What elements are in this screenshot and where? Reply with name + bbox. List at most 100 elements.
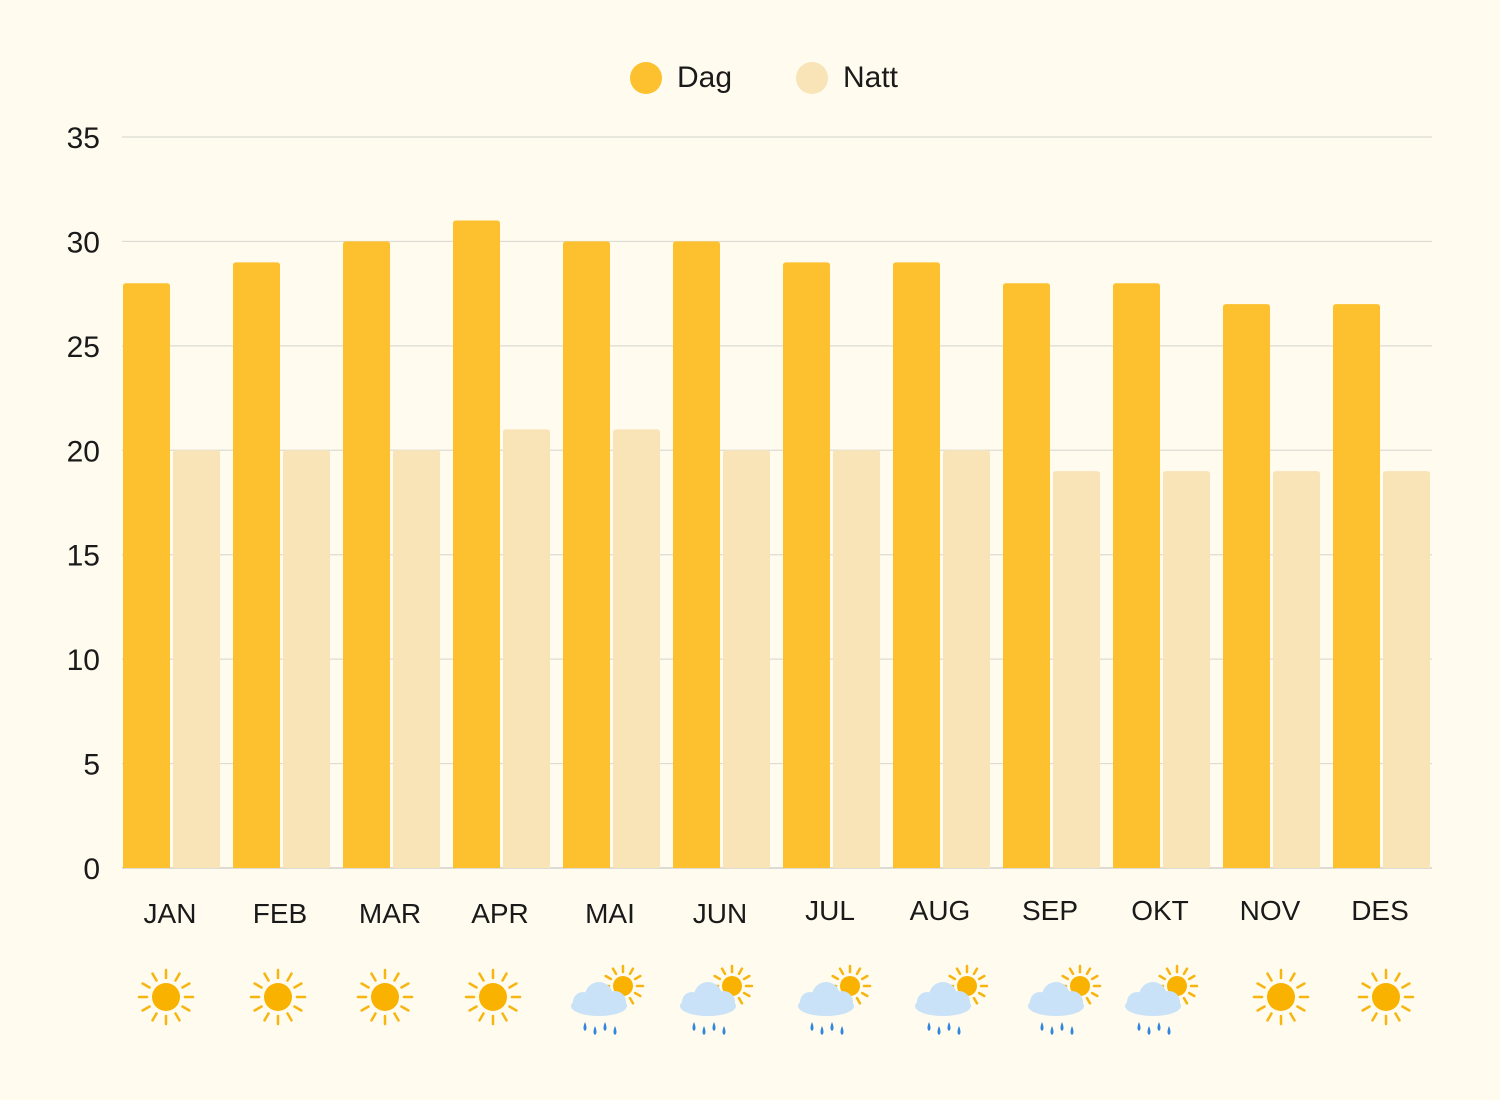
raindrop <box>603 1022 607 1031</box>
raindrop <box>840 1026 844 1035</box>
cloud-part <box>1030 992 1050 1012</box>
sun-ray <box>1289 1012 1296 1022</box>
sun-ray <box>948 974 957 981</box>
legend-swatch <box>796 62 828 94</box>
sun-ray <box>977 991 986 998</box>
sun-ray <box>1085 996 1092 1005</box>
y-tick-label: 15 <box>67 540 100 573</box>
raindrop <box>1147 1026 1151 1035</box>
y-tick-label: 0 <box>83 853 100 886</box>
sun-ray <box>737 996 744 1005</box>
bar-dag-aug <box>893 262 940 868</box>
cloud-part <box>1127 992 1147 1012</box>
sun-ray <box>370 1012 377 1022</box>
sun-ray <box>713 974 722 981</box>
raindrop <box>957 1026 961 1035</box>
sun-ray <box>141 982 151 989</box>
sun-ray <box>1361 1005 1371 1012</box>
sun-ray <box>468 982 478 989</box>
sun-core <box>1267 983 1295 1011</box>
sun-ray <box>737 967 744 976</box>
bar-dag-des <box>1333 304 1380 869</box>
x-tick-label: APR <box>471 898 529 929</box>
raindrop <box>1050 1026 1054 1035</box>
sun-ray <box>293 1005 303 1012</box>
sun-core <box>613 976 633 996</box>
sun-ray <box>286 1012 293 1022</box>
cloud-part <box>917 992 937 1012</box>
legend-label: Natt <box>843 61 899 94</box>
raindrop <box>613 1026 617 1035</box>
sun-ray <box>633 974 642 981</box>
sun-ray <box>370 972 377 982</box>
sun-ray <box>972 996 979 1005</box>
raindrop <box>1040 1022 1044 1031</box>
sun-ray <box>501 1012 508 1022</box>
sun-ray <box>151 1012 158 1022</box>
bar-natt-jul <box>833 450 880 868</box>
sun-icon <box>1357 968 1415 1026</box>
rain-sun-icon <box>1028 964 1102 1035</box>
sun-ray <box>855 996 862 1005</box>
sun-ray <box>633 991 642 998</box>
bar-natt-apr <box>503 429 550 868</box>
raindrop <box>593 1026 597 1035</box>
cloud-part <box>800 992 820 1012</box>
raindrop <box>583 1022 587 1031</box>
sun-ray <box>1256 982 1266 989</box>
sun-ray <box>1085 967 1092 976</box>
sun-ray <box>478 1012 485 1022</box>
raindrop <box>927 1022 931 1031</box>
sun-core <box>722 976 742 996</box>
cloud-shape <box>571 982 627 1016</box>
sun-ray <box>468 1005 478 1012</box>
sun-ray <box>1165 967 1172 976</box>
sun-ray <box>1371 972 1378 982</box>
sun-ray <box>1256 1005 1266 1012</box>
sun-core <box>264 983 292 1011</box>
sun-ray <box>1296 982 1306 989</box>
rain-sun-icon <box>680 964 754 1035</box>
sun-ray <box>263 972 270 982</box>
sun-ray <box>860 974 869 981</box>
sun-ray <box>1394 1012 1401 1022</box>
cloud-part <box>713 991 735 1013</box>
sun-ray <box>1401 1005 1411 1012</box>
cloud-part <box>604 991 626 1013</box>
sun-icon <box>1252 968 1310 1026</box>
x-tick-label: MAR <box>359 898 421 929</box>
sun-ray <box>393 972 400 982</box>
bar-natt-jun <box>723 450 770 868</box>
cloud-part <box>948 991 970 1013</box>
sun-icon <box>464 968 522 1026</box>
raindrop <box>830 1022 834 1031</box>
x-tick-label: JUL <box>805 895 855 926</box>
sun-ray <box>1158 974 1167 981</box>
x-tick-label: DES <box>1351 895 1409 926</box>
sun-ray <box>253 1005 263 1012</box>
sun-ray <box>628 996 635 1005</box>
bar-dag-apr <box>453 220 500 869</box>
sun-ray <box>1266 972 1273 982</box>
bar-dag-jul <box>783 262 830 868</box>
sun-icon <box>356 968 414 1026</box>
bar-dag-jan <box>123 283 170 868</box>
legend: Dag Natt <box>630 61 899 94</box>
legend-swatch <box>630 62 662 94</box>
x-tick-label: OKT <box>1131 895 1189 926</box>
sun-ray <box>360 982 370 989</box>
raindrop <box>712 1022 716 1031</box>
cloud-shape <box>1125 982 1181 1016</box>
sun-ray <box>181 1005 191 1012</box>
raindrop <box>692 1022 696 1031</box>
bar-natt-aug <box>943 450 990 868</box>
sun-ray <box>1394 972 1401 982</box>
sun-core <box>152 983 180 1011</box>
legend-label: Dag <box>677 61 732 94</box>
sun-ray <box>1401 982 1411 989</box>
bar-natt-des <box>1383 471 1430 868</box>
sun-core <box>479 983 507 1011</box>
cloud-shape <box>798 982 854 1016</box>
rain-sun-icon <box>798 964 872 1035</box>
